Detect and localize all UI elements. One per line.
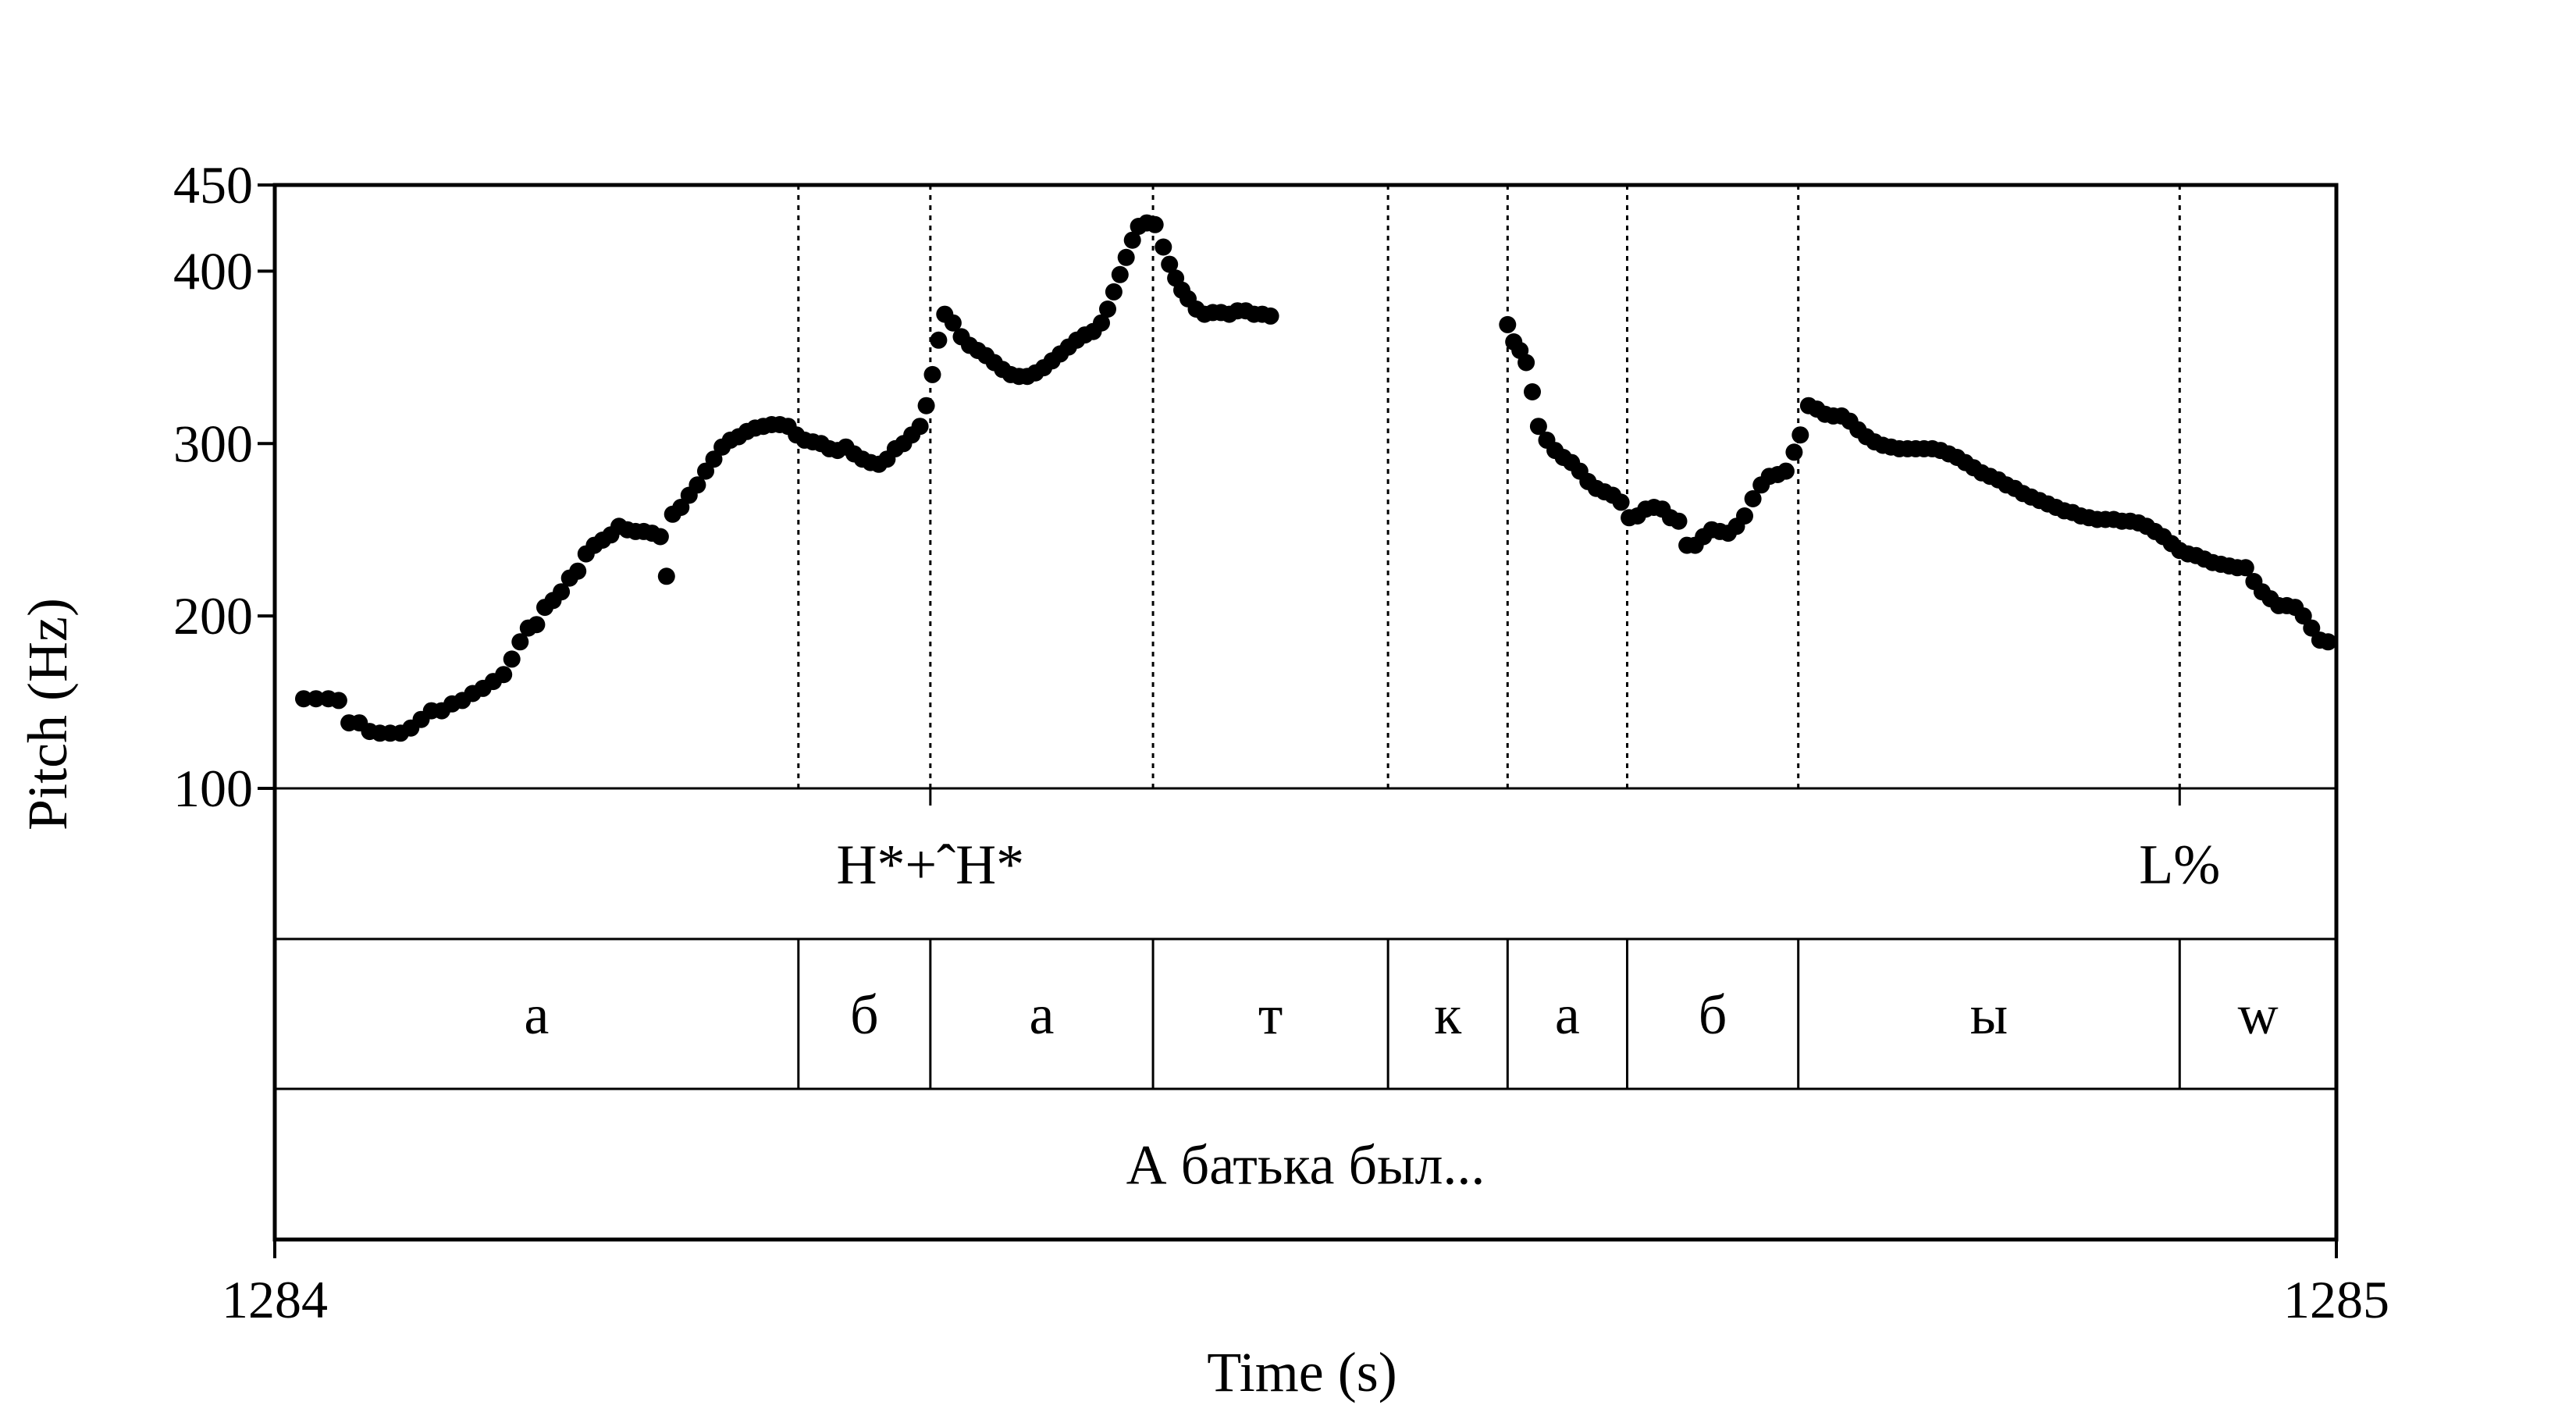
segment-label: б [850, 984, 879, 1046]
annotation-tiers: H*+ˆH* L% a б a т к a б ы w А батька был... 1284 1285 [222, 787, 2389, 1329]
pitch-point [917, 397, 935, 414]
pitch-point [1791, 426, 1809, 444]
pitch-point [1744, 490, 1762, 507]
pitch-point [503, 650, 521, 668]
pitch-point [705, 450, 723, 468]
pitch-point [528, 616, 546, 634]
pitch-point [1261, 307, 1279, 325]
segment-label: a [524, 984, 549, 1046]
segment-label: к [1434, 984, 1462, 1046]
pitch-point [1123, 231, 1141, 249]
pitch-point [1146, 215, 1164, 233]
y-tick-label: 300 [173, 414, 253, 473]
pitch-point [1670, 512, 1688, 530]
pitch-point [553, 583, 571, 601]
segment-label: т [1258, 984, 1283, 1046]
pitch-point [930, 331, 948, 349]
pitch-point [651, 528, 669, 546]
segment-label: a [1029, 984, 1054, 1046]
pitch-point [1499, 315, 1517, 333]
pitch-point [2319, 633, 2337, 651]
pitch-point [1777, 462, 1795, 480]
pitch-point [329, 692, 347, 710]
pitch-point [511, 633, 529, 651]
pitch-point [1612, 493, 1630, 511]
pitch-point [657, 567, 675, 585]
pitch-point [688, 476, 706, 494]
x-tick-label: 1285 [2283, 1270, 2389, 1329]
pitch-point [569, 562, 587, 580]
pitch-point [1155, 238, 1172, 256]
y-tick-label: 450 [173, 155, 253, 215]
pitch-point [1105, 283, 1123, 301]
pitch-point [2303, 619, 2321, 637]
pitch-point [1524, 383, 1541, 400]
pitch-point [1517, 354, 1535, 372]
pitch-point [911, 418, 929, 436]
y-tick-label: 100 [173, 759, 253, 818]
segment-label: б [1699, 984, 1727, 1046]
pitch-point [697, 462, 714, 480]
x-axis-title: Time (s) [1207, 1341, 1397, 1403]
plot-frame [272, 183, 2339, 1242]
pitch-point [672, 499, 690, 516]
pitch-point [1529, 418, 1547, 436]
segment-label: ы [1970, 984, 2008, 1046]
pitch-point [2236, 559, 2254, 577]
pitch-point [1111, 265, 1129, 283]
tone-label: L% [2139, 834, 2220, 896]
pitch-point [307, 690, 325, 708]
pitch-point [295, 690, 312, 708]
pitch-plot: 450 400 300 200 100 [173, 155, 2339, 1242]
pitch-point [944, 314, 962, 332]
y-tick-label: 400 [173, 241, 253, 301]
x-tick-label: 1284 [222, 1270, 328, 1329]
segment-label: w [2238, 984, 2279, 1046]
pitch-point [1785, 443, 1803, 461]
segment-label: a [1555, 984, 1580, 1046]
y-axis-title: Pitch (Hz) [16, 598, 79, 831]
pitch-point [1093, 314, 1110, 332]
pitch-point [1161, 255, 1179, 273]
pitch-point [1736, 507, 1753, 525]
pitch-point [1117, 248, 1135, 266]
pitch-point [2294, 607, 2312, 625]
word-label: А батька был... [1126, 1134, 1485, 1197]
pitch-point [495, 666, 513, 684]
y-tick-label: 200 [173, 586, 253, 646]
tone-label: H*+ˆH* [837, 834, 1025, 896]
pitch-point [1099, 301, 1116, 318]
pitch-point [923, 365, 941, 383]
